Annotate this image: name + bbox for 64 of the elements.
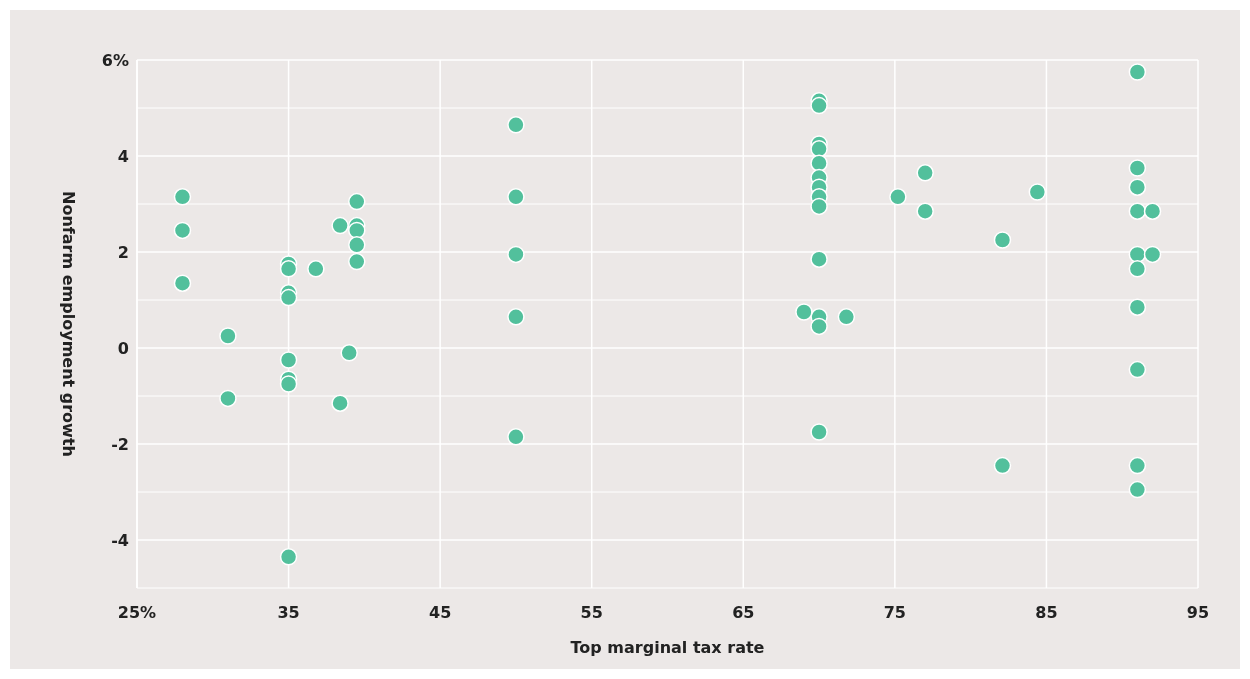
y-tick-label: -2 bbox=[111, 434, 129, 454]
point bbox=[1128, 202, 1147, 220]
y-tick-label: -4 bbox=[111, 530, 129, 550]
x-tick-label: 45 bbox=[429, 603, 452, 622]
point bbox=[331, 394, 349, 412]
point bbox=[173, 274, 192, 292]
point bbox=[993, 456, 1012, 475]
point bbox=[279, 548, 298, 566]
point bbox=[1128, 260, 1147, 278]
y-tick-label: 4 bbox=[117, 146, 129, 166]
point bbox=[810, 250, 828, 268]
point bbox=[348, 236, 366, 254]
point bbox=[507, 428, 525, 446]
x-axis-title: Top marginal tax rate bbox=[570, 638, 765, 657]
point bbox=[810, 140, 828, 158]
point bbox=[1143, 202, 1162, 220]
point bbox=[810, 154, 828, 172]
point bbox=[173, 221, 192, 240]
point bbox=[1128, 159, 1147, 177]
point bbox=[173, 188, 192, 206]
point bbox=[1128, 298, 1147, 316]
point bbox=[1128, 63, 1147, 81]
point bbox=[810, 317, 828, 336]
point bbox=[1128, 456, 1147, 475]
point bbox=[795, 303, 813, 321]
y-tick-label: 2 bbox=[117, 242, 129, 262]
point bbox=[1143, 245, 1162, 264]
point bbox=[916, 202, 934, 220]
point bbox=[507, 245, 525, 264]
point bbox=[810, 423, 828, 441]
x-tick-label: 55 bbox=[580, 603, 603, 622]
x-tick-label: 35 bbox=[277, 603, 300, 622]
point bbox=[331, 216, 349, 235]
point bbox=[219, 327, 237, 345]
point bbox=[1128, 360, 1147, 379]
point bbox=[1128, 178, 1147, 196]
point bbox=[1028, 183, 1047, 201]
point bbox=[279, 288, 298, 307]
point bbox=[810, 96, 828, 115]
point bbox=[507, 308, 525, 326]
point bbox=[507, 116, 525, 134]
point bbox=[279, 351, 298, 369]
point bbox=[307, 260, 325, 278]
point bbox=[279, 375, 298, 393]
y-tick-label: 6% bbox=[101, 50, 129, 70]
y-tick-label: 0 bbox=[117, 338, 129, 358]
point bbox=[348, 252, 366, 271]
point bbox=[340, 344, 358, 362]
point bbox=[889, 188, 907, 206]
point bbox=[837, 308, 856, 326]
point bbox=[507, 188, 525, 206]
point bbox=[1128, 480, 1147, 499]
point bbox=[219, 389, 237, 408]
x-tick-label: 25% bbox=[117, 603, 157, 622]
point bbox=[810, 197, 828, 216]
x-tick-label: 95 bbox=[1186, 603, 1210, 622]
point bbox=[993, 231, 1012, 249]
point bbox=[279, 260, 298, 278]
x-tick-label: 85 bbox=[1035, 603, 1058, 622]
x-tick-label: 65 bbox=[732, 603, 755, 622]
y-axis-title: Nonfarm employment growth bbox=[59, 191, 78, 457]
point bbox=[348, 192, 366, 211]
x-tick-label: 75 bbox=[883, 603, 906, 622]
point bbox=[916, 164, 934, 182]
